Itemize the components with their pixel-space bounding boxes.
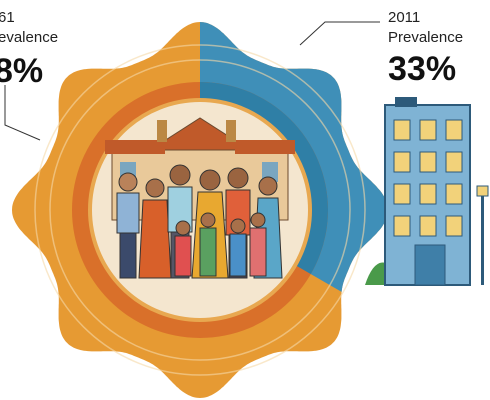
- window: [393, 215, 411, 237]
- window: [445, 151, 463, 173]
- window: [445, 215, 463, 237]
- right-year: 2011: [388, 9, 420, 26]
- window: [445, 183, 463, 205]
- left-caption: evalence: [0, 29, 58, 46]
- pattern: [34, 44, 366, 376]
- window: [419, 119, 437, 141]
- leader-line: [4, 85, 41, 141]
- building: [365, 97, 489, 286]
- window: [419, 215, 437, 237]
- family: [116, 164, 283, 279]
- left-year: 61: [0, 9, 15, 26]
- window: [393, 151, 411, 173]
- right-caption: Prevalence: [388, 29, 463, 46]
- window: [419, 183, 437, 205]
- left-value: 8%: [0, 52, 43, 90]
- window: [445, 119, 463, 141]
- window: [393, 119, 411, 141]
- window: [419, 151, 437, 173]
- window: [393, 183, 411, 205]
- leader-line: [299, 21, 380, 46]
- right-value: 33%: [388, 50, 456, 88]
